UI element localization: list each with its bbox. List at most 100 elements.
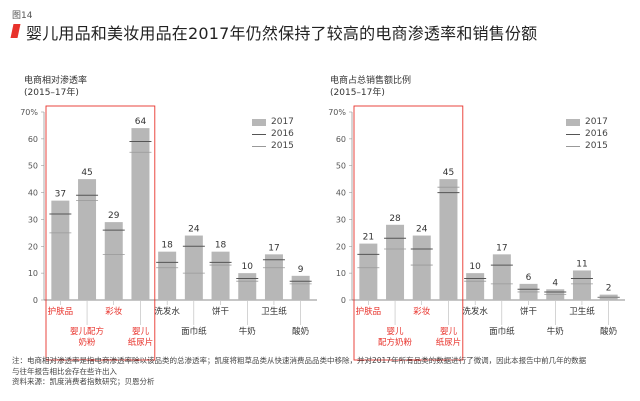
right-data-label: 4 xyxy=(552,278,558,288)
left-category-label-line: 彩妆 xyxy=(105,306,123,317)
left-category-label-line: 护肤品 xyxy=(48,306,74,317)
right-category-label-line: 面巾纸 xyxy=(489,326,515,337)
right-category-label: 护肤品 xyxy=(356,306,382,317)
right-ytick-label: 10 xyxy=(336,269,346,278)
right-category-label: 面巾纸 xyxy=(489,326,515,337)
right-panel-subtitle: (2015–17年) xyxy=(330,88,385,98)
legend-swatch-line-2015 xyxy=(252,145,266,147)
right-category-label-line: 护肤品 xyxy=(356,306,382,317)
left-category-label-line: 婴儿 xyxy=(132,327,150,337)
left-chart: 0 10 20 30 40 50 60 70% 37 护肤品 45 婴儿配方奶粉 29 彩妆 64 婴儿纸尿片… xyxy=(20,105,317,361)
left-bar-2017 xyxy=(238,273,257,300)
right-highlight-box xyxy=(353,105,464,361)
right-ytick-label: 40 xyxy=(336,189,346,198)
left-ytick-label: 60 xyxy=(28,135,38,144)
left-data-label: 18 xyxy=(215,241,227,251)
left-data-label: 9 xyxy=(298,265,304,275)
right-bar-2017 xyxy=(359,243,378,300)
left-category-label-line: 面巾纸 xyxy=(181,326,207,337)
left-category-label-line: 饼干 xyxy=(212,306,230,317)
right-category-label: 彩妆 xyxy=(413,306,431,317)
right-chart: 010203040506070%21护肤品28婴儿配方奶粉24彩妆45婴儿纸尿片… xyxy=(328,105,625,361)
right-bar-2017 xyxy=(412,235,431,300)
legend-item-2015: 2015 xyxy=(252,140,294,152)
left-category-label: 婴儿配方奶粉 xyxy=(70,326,104,348)
legend-item-2017: 2017 xyxy=(252,116,294,128)
left-data-label: 37 xyxy=(55,190,66,200)
note-line-2: 与往年报告相比会存在些许出入 xyxy=(12,366,117,376)
left-legend: 2017 2016 2015 xyxy=(252,116,294,152)
right-data-label: 24 xyxy=(416,225,428,235)
right-category-label: 洗发水 xyxy=(462,306,488,317)
left-ytick-label: 20 xyxy=(28,242,38,251)
right-legend: 2017 2016 2015 xyxy=(566,116,608,152)
left-category-label-line: 纸尿片 xyxy=(128,337,154,348)
left-bar-2017 xyxy=(184,235,203,300)
left-category-label: 婴儿纸尿片 xyxy=(128,327,154,348)
left-ytick-label: 40 xyxy=(28,189,38,198)
right-ytick-label: 50 xyxy=(336,162,346,171)
right-bar-2017 xyxy=(572,270,591,300)
right-data-label: 28 xyxy=(389,214,401,224)
right-category-label-line: 饼干 xyxy=(520,306,538,317)
right-data-label: 21 xyxy=(363,233,374,243)
left-data-label: 45 xyxy=(81,168,92,178)
right-bar-2017 xyxy=(466,273,485,300)
right-category-label: 婴儿配方奶粉 xyxy=(378,327,413,348)
right-category-label: 酸奶 xyxy=(600,326,617,337)
right-bar-2017 xyxy=(492,254,511,300)
right-ytick-label: 70% xyxy=(328,108,346,117)
left-bar-2017 xyxy=(211,251,230,300)
right-data-label: 45 xyxy=(443,168,454,178)
right-category-label: 饼干 xyxy=(520,306,538,317)
right-category-label-line: 婴儿 xyxy=(387,327,405,337)
right-category-label-line: 酸奶 xyxy=(600,326,617,337)
legend-swatch-line-2016 xyxy=(566,133,580,135)
left-category-label-line: 牛奶 xyxy=(239,326,256,337)
left-data-label: 17 xyxy=(268,243,279,253)
footnote: 注：电商相对渗透率是指电商渗透率除以该品类的总渗透率；凯度将粗草品类从快速消费品… xyxy=(12,356,622,388)
right-category-label-line: 婴儿 xyxy=(440,327,458,337)
left-panel-title: 电商相对渗透率 xyxy=(24,76,88,86)
left-data-label: 10 xyxy=(242,262,254,272)
left-category-label: 牛奶 xyxy=(239,326,256,337)
right-category-label-line: 纸尿片 xyxy=(436,337,462,348)
legend-swatch-bar xyxy=(252,118,266,126)
left-ytick-label: 50 xyxy=(28,162,38,171)
right-category-label-line: 洗发水 xyxy=(462,306,488,317)
right-category-label-line: 卫生纸 xyxy=(569,306,595,317)
right-category-label-line: 牛奶 xyxy=(547,326,564,337)
left-category-label: 卫生纸 xyxy=(261,306,287,317)
left-panel-heading: 电商相对渗透率 (2015–17年) xyxy=(24,75,87,99)
left-category-label-line: 洗发水 xyxy=(154,306,180,317)
legend-item-2015: 2015 xyxy=(566,140,608,152)
left-data-label: 24 xyxy=(188,225,200,235)
left-category-label: 面巾纸 xyxy=(181,326,207,337)
right-data-label: 10 xyxy=(469,262,481,272)
figure-label: 图14 xyxy=(12,11,33,21)
right-ytick-label: 60 xyxy=(336,135,346,144)
left-ytick-label: 70% xyxy=(20,108,38,117)
right-bar-2017 xyxy=(439,179,458,300)
left-ytick-label: 10 xyxy=(28,269,38,278)
right-category-label-line: 彩妆 xyxy=(413,306,431,317)
chart-main-title: 婴儿用品和美妆用品在2017年仍然保持了较高的电商渗透率和销售份额 xyxy=(26,24,538,43)
right-category-label: 婴儿纸尿片 xyxy=(436,327,462,348)
left-category-label: 彩妆 xyxy=(105,306,123,317)
left-category-label-line: 酸奶 xyxy=(292,326,309,337)
legend-item-2017: 2017 xyxy=(566,116,608,128)
left-category-label-line: 卫生纸 xyxy=(261,306,287,317)
legend-item-2016: 2016 xyxy=(566,128,608,140)
left-category-label: 饼干 xyxy=(212,306,230,317)
right-bar-2017 xyxy=(386,224,405,300)
right-data-label: 11 xyxy=(576,259,587,269)
left-category-label-line: 婴儿配方 xyxy=(70,326,104,337)
left-bar-2017 xyxy=(51,200,70,300)
left-data-label: 18 xyxy=(161,241,173,251)
right-data-label: 2 xyxy=(606,284,612,294)
right-category-label-line: 配方奶粉 xyxy=(378,337,413,348)
source-line: 资料来源：凯度消费者指数研究；贝恩分析 xyxy=(12,377,155,386)
right-panel-heading: 电商占总销售额比例 (2015–17年) xyxy=(330,75,411,99)
left-bar-2017 xyxy=(104,222,123,300)
left-data-label: 29 xyxy=(108,211,120,221)
